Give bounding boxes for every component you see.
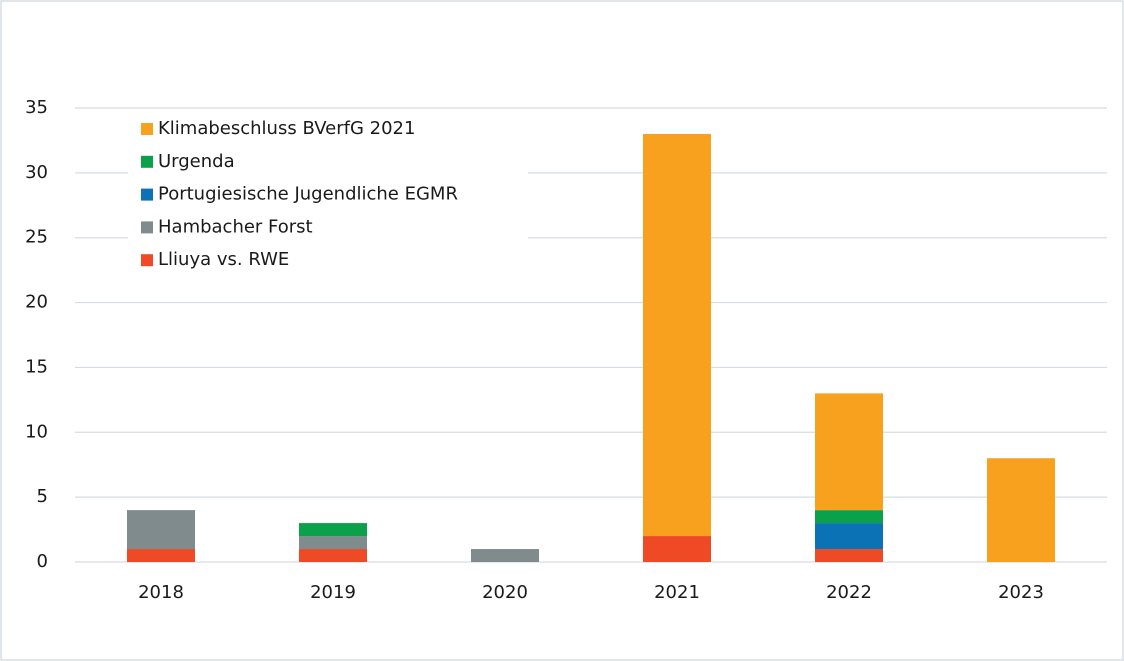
legend-swatch — [141, 123, 153, 135]
bar-segment — [987, 458, 1055, 562]
legend-label: Portugiesische Jugendliche EGMR — [158, 184, 458, 205]
legend-swatch — [141, 188, 153, 201]
y-tick-label: 35 — [25, 97, 48, 118]
legend-label: Urgenda — [158, 151, 235, 172]
bar-segment — [643, 536, 711, 562]
legend-label: Lliuya vs. RWE — [158, 249, 289, 270]
legend-swatch — [141, 155, 153, 168]
bar-segment — [815, 510, 883, 524]
bar-segment — [643, 133, 711, 537]
legend-label: Klimabeschluss BVerfG 2021 — [158, 118, 415, 139]
bar-segment — [127, 549, 195, 562]
legend-label: Hambacher Forst — [158, 216, 313, 237]
bar-segment — [471, 549, 539, 562]
x-tick-label: 2020 — [482, 582, 528, 603]
x-tick-label: 2021 — [654, 582, 700, 603]
y-tick-label: 30 — [25, 162, 48, 183]
bar-segment — [299, 549, 367, 562]
x-tick-label: 2022 — [826, 582, 872, 603]
x-tick-label: 2018 — [138, 582, 184, 603]
x-tick-label: 2023 — [998, 582, 1044, 603]
x-tick-label: 2019 — [310, 582, 356, 603]
y-tick-label: 25 — [25, 227, 48, 248]
bar-segment — [299, 536, 367, 550]
bar-segment — [815, 549, 883, 562]
y-tick-label: 10 — [25, 421, 48, 442]
y-tick-label: 15 — [25, 356, 48, 377]
legend-swatch — [141, 221, 153, 234]
legend-swatch — [141, 254, 153, 267]
bar-segment — [815, 523, 883, 550]
y-tick-label: 0 — [37, 551, 48, 572]
bar-segment — [299, 523, 367, 537]
y-tick-label: 5 — [37, 486, 48, 507]
bar-segment — [815, 393, 883, 511]
bar-segment — [127, 510, 195, 550]
y-tick-label: 20 — [25, 292, 48, 313]
legend-box — [128, 110, 528, 294]
